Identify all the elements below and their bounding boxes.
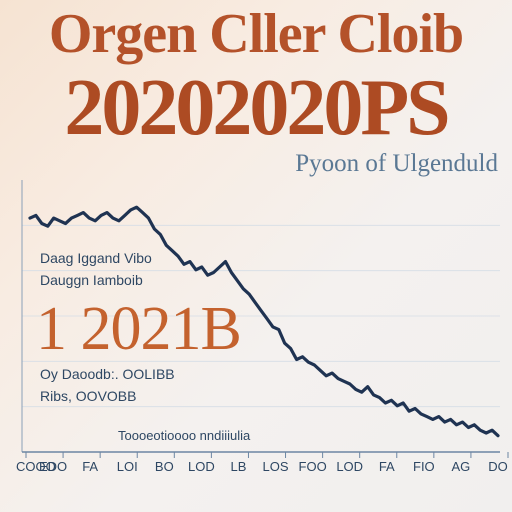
x-tick-label: EDO (39, 459, 67, 474)
grid-lines (22, 224, 500, 408)
chart-title-line1: Orgen Cller Cloib (48, 3, 464, 65)
chart-title-line2: 20202020PS (64, 64, 450, 152)
x-tick-label: DO (488, 459, 508, 474)
x-tick-label: AG (452, 459, 471, 474)
series-line (28, 205, 500, 438)
x-tick-label: FA (379, 459, 395, 474)
x-tick-label: LB (231, 459, 247, 474)
big-number: 1 2021B (36, 295, 242, 363)
side-text-line1: Daag Iggand Vibo (40, 250, 152, 266)
chart-subtitle: Pyoon of Ulgenduld (295, 150, 498, 177)
side-text-line3: Oy Daoodb:. OOLIBB (40, 366, 175, 382)
x-tick-label: LOS (263, 459, 289, 474)
side-text-line4: Ribs, OOVOBB (40, 388, 137, 404)
x-ticks (25, 452, 509, 458)
x-tick-label: BO (155, 459, 174, 474)
x-tick-label: LOI (117, 459, 138, 474)
x-tick-label: FA (82, 459, 98, 474)
x-tick-label: FIO (413, 459, 435, 474)
x-tick-label: FOO (299, 459, 327, 474)
side-text-line2: Dauggn Iamboib (40, 272, 143, 288)
x-tick-label: LOD (336, 459, 363, 474)
x-tick-label: COOO (16, 459, 56, 474)
x-tick-label: LOD (188, 459, 215, 474)
axis-caption: Toooeotioooo nndiiiulia (118, 428, 251, 443)
